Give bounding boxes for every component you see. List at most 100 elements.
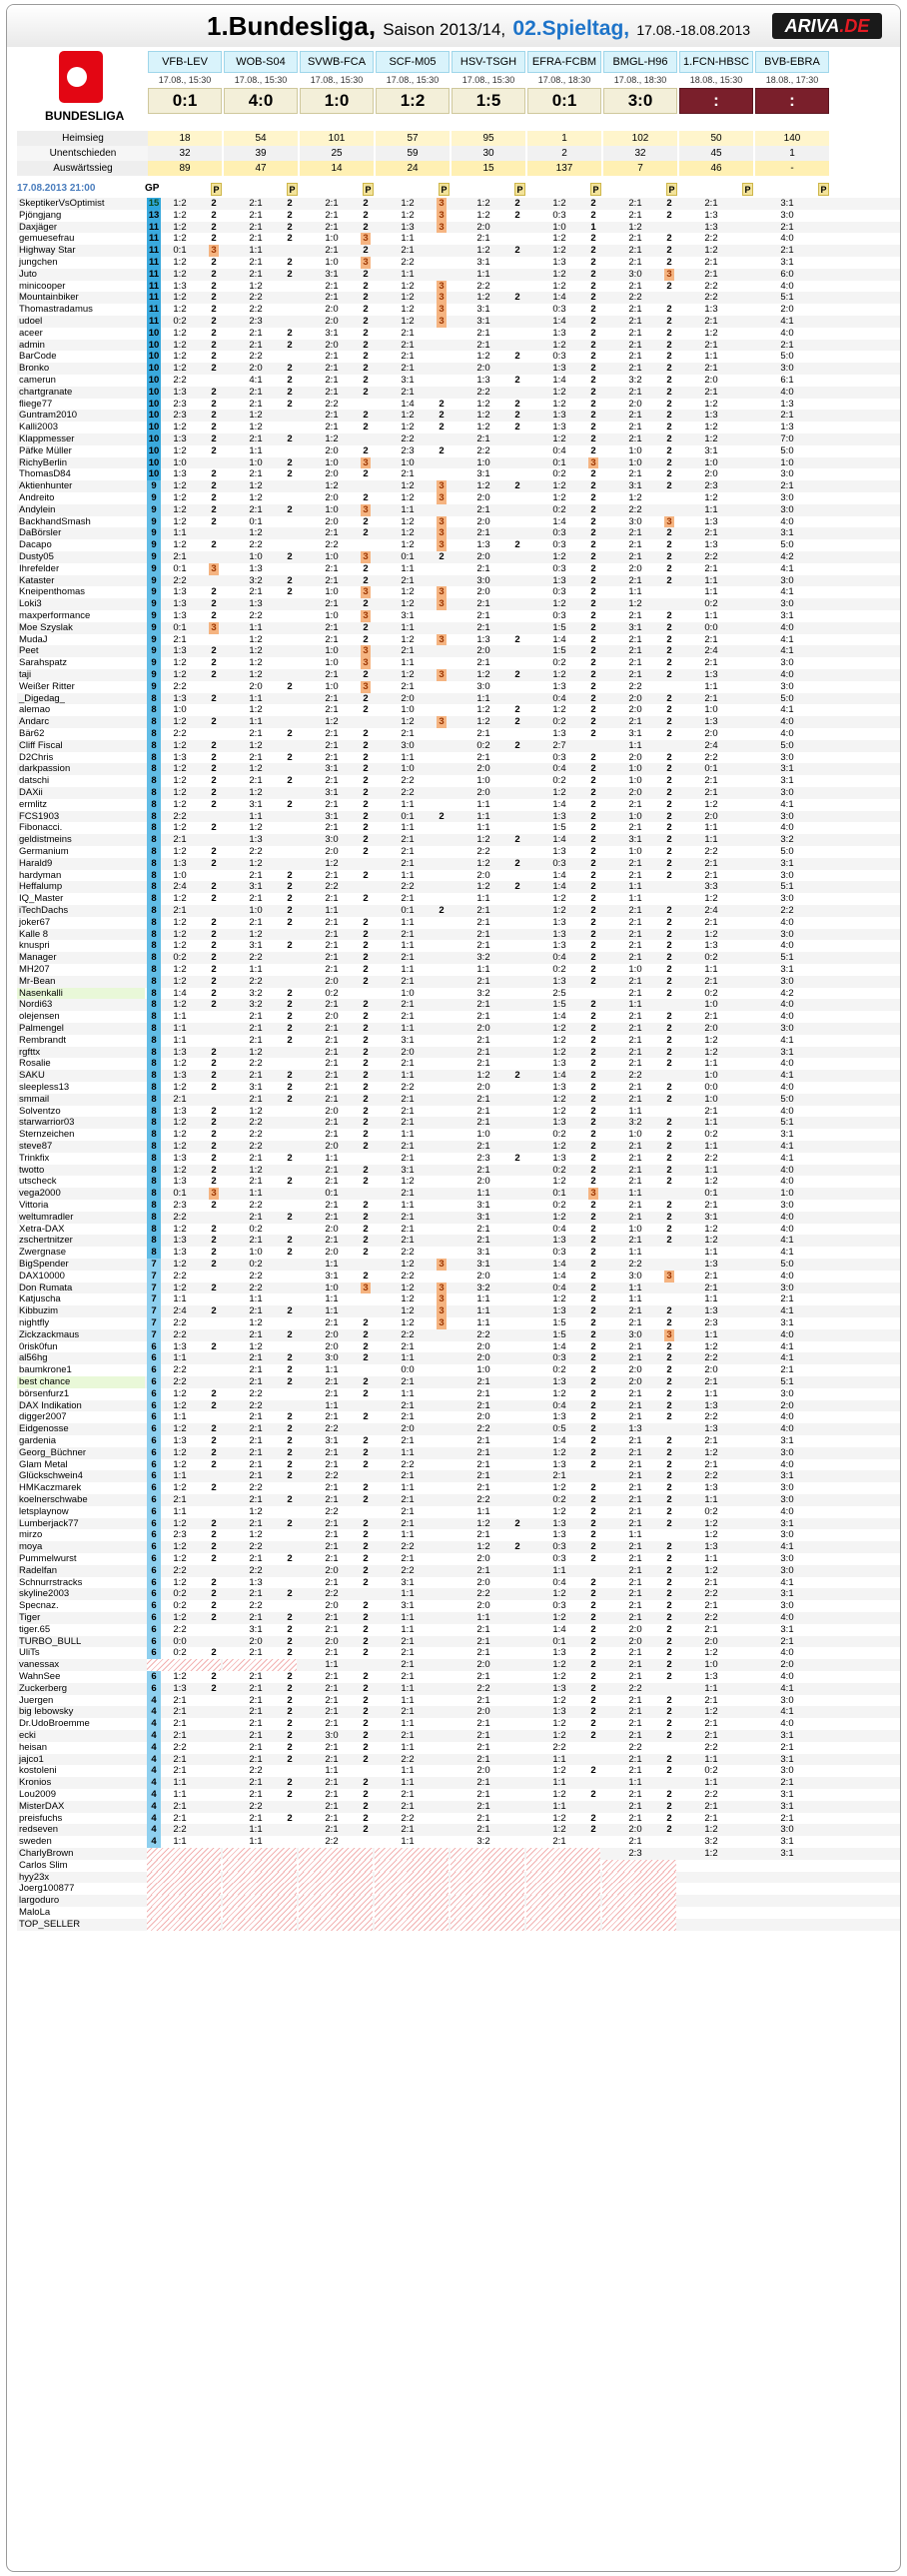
player-name[interactable]: best chance [17, 1376, 145, 1388]
player-name[interactable]: Solventzo [19, 1105, 61, 1117]
player-name[interactable]: olejensen [19, 1011, 60, 1023]
player-name[interactable]: joker67 [19, 916, 51, 928]
player-name[interactable]: D2Chris [19, 751, 54, 763]
match-teams[interactable]: BVB-EBRA [755, 51, 829, 73]
player-name[interactable]: largoduro [19, 1895, 60, 1907]
player-name[interactable]: jajco1 [19, 1753, 44, 1765]
player-name[interactable]: Klappmesser [19, 433, 75, 444]
player-name[interactable]: Peet [19, 645, 39, 657]
player-name[interactable]: Cliff Fiscal [19, 739, 63, 751]
player-name[interactable]: Guntram2010 [19, 410, 78, 422]
player-name[interactable]: taji [19, 669, 32, 680]
player-name[interactable]: preisfuchs [19, 1812, 63, 1824]
player-name[interactable]: BackhandSmash [19, 515, 91, 527]
player-name[interactable]: Rembrandt [19, 1034, 66, 1046]
player-name[interactable]: Eidgenosse [19, 1423, 69, 1435]
player-name[interactable]: big lebowsky [19, 1706, 74, 1718]
player-name[interactable]: ThomasD84 [19, 468, 71, 480]
match-teams[interactable]: BMGL-H96 [603, 51, 677, 73]
player-name[interactable]: Trinkfix [19, 1152, 50, 1164]
player-name[interactable]: Kalli2003 [19, 422, 59, 433]
player-name[interactable]: Palmengel [19, 1023, 64, 1034]
player-name[interactable]: DAXii [19, 787, 43, 798]
player-name[interactable]: DAX10000 [19, 1270, 65, 1282]
player-name[interactable]: Highway Star [19, 245, 76, 257]
player-name[interactable]: admin [19, 339, 45, 351]
player-name[interactable]: datschi [19, 775, 50, 787]
match-teams[interactable]: HSV-TSGH [452, 51, 525, 73]
player-name[interactable]: MudaJ [19, 633, 48, 645]
match-teams[interactable]: 1.FCN-HBSC [679, 51, 753, 73]
player-name[interactable]: zschertnitzer [19, 1235, 73, 1247]
player-name[interactable]: TURBO_BULL [19, 1635, 82, 1647]
player-name[interactable]: steve87 [19, 1141, 53, 1152]
player-name[interactable]: Andarc [19, 716, 50, 728]
player-name[interactable]: hardyman [19, 869, 62, 881]
player-name[interactable]: vanessax [19, 1659, 60, 1671]
player-name[interactable]: Kalle 8 [19, 928, 49, 940]
player-name[interactable]: Georg_Büchner [19, 1446, 87, 1458]
player-name[interactable]: MaloLa [19, 1907, 51, 1918]
player-name[interactable]: RichyBerlin [19, 456, 68, 468]
player-name[interactable]: Kneipenthomas [19, 586, 86, 598]
player-name[interactable]: MH207 [19, 964, 50, 975]
player-name[interactable]: Daxjäger [19, 221, 58, 233]
player-name[interactable]: IQ_Master [19, 893, 64, 905]
player-name[interactable]: Dusty05 [19, 551, 54, 562]
player-name[interactable]: WahnSee [19, 1671, 61, 1682]
player-name[interactable]: Mr-Bean [19, 975, 56, 987]
player-name[interactable]: tiger.65 [19, 1623, 51, 1635]
player-name[interactable]: Germanium [19, 846, 69, 857]
player-name[interactable]: chartgranate [19, 386, 73, 398]
player-name[interactable]: Aktienhunter [19, 480, 73, 492]
player-name[interactable]: DAX Indikation [19, 1399, 82, 1411]
player-name[interactable]: skyline2003 [19, 1588, 70, 1600]
player-name[interactable]: Schnurrstracks [19, 1576, 83, 1588]
player-name[interactable]: utscheck [19, 1176, 57, 1188]
player-name[interactable]: Zickzackmaus [19, 1328, 80, 1340]
player-name[interactable]: Zwergnase [19, 1247, 66, 1259]
player-name[interactable]: 0risk0fun [19, 1340, 58, 1352]
player-name[interactable]: aceer [19, 327, 43, 339]
player-name[interactable]: Pummelwurst [19, 1553, 77, 1564]
player-name[interactable]: mirzo [19, 1529, 43, 1541]
player-name[interactable]: Moe Szyslak [19, 621, 73, 633]
player-name[interactable]: digger2007 [19, 1411, 67, 1423]
match-teams[interactable]: SCF-M05 [376, 51, 450, 73]
player-name[interactable]: börsenfurz1 [19, 1387, 70, 1399]
player-name[interactable]: Juto [19, 268, 37, 280]
player-name[interactable]: Don Rumata [19, 1282, 73, 1293]
player-name[interactable]: kostoleni [19, 1765, 57, 1777]
player-name[interactable]: gemuesefrau [19, 233, 75, 245]
player-name[interactable]: maxperformance [19, 610, 91, 621]
player-name[interactable]: Loki3 [19, 598, 42, 610]
player-name[interactable]: sweden [19, 1836, 52, 1848]
player-name[interactable]: Ihrefelder [19, 562, 60, 574]
player-name[interactable]: Sternzeichen [19, 1129, 75, 1141]
player-name[interactable]: _Digedag_ [19, 692, 65, 704]
player-name[interactable]: Xetra-DAX [19, 1223, 65, 1235]
player-name[interactable]: Dacapo [19, 539, 52, 551]
match-teams[interactable]: WOB-S04 [224, 51, 298, 73]
player-name[interactable]: sleepless13 [19, 1082, 70, 1093]
player-name[interactable]: moya [19, 1541, 43, 1553]
player-name[interactable]: Harald9 [19, 857, 53, 869]
player-name[interactable]: geldistmeins [19, 834, 72, 846]
player-name[interactable]: Glückschwein4 [19, 1470, 83, 1482]
player-name[interactable]: CharlyBrown [19, 1848, 74, 1859]
player-name[interactable]: Fibonacci. [19, 822, 63, 834]
player-name[interactable]: SAKU [19, 1070, 45, 1082]
player-name[interactable]: starwarrior03 [19, 1117, 75, 1129]
matchday-link[interactable]: 02.Spieltag, [512, 17, 630, 40]
player-name[interactable]: Juergen [19, 1694, 54, 1706]
player-name[interactable]: Specnaz. [19, 1600, 59, 1612]
player-name[interactable]: Nasenkalli [17, 987, 145, 1000]
player-name[interactable]: FCS1903 [19, 810, 60, 822]
player-name[interactable]: Radelfan [19, 1564, 58, 1576]
player-name[interactable]: Lumberjack77 [19, 1517, 79, 1529]
player-name[interactable]: Nordi63 [19, 999, 53, 1011]
player-name[interactable]: nightfly [19, 1317, 50, 1328]
player-name[interactable]: Tiger [19, 1612, 41, 1623]
player-name[interactable]: iTechDachs [19, 905, 69, 916]
player-name[interactable]: Bronko [19, 363, 50, 375]
